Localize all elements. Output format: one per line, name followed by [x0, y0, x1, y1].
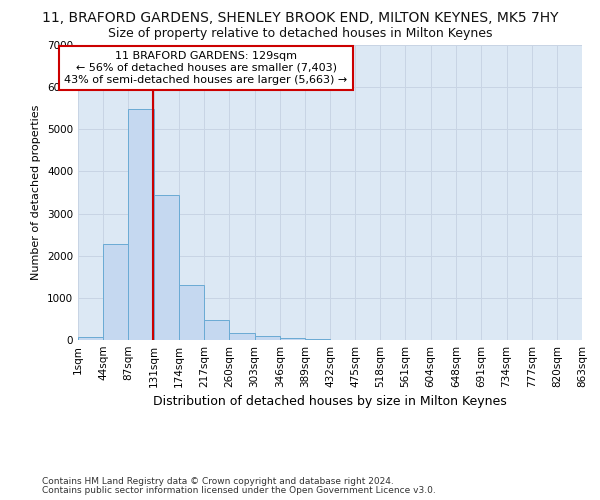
Bar — [128, 109, 154, 340]
Bar — [154, 195, 179, 340]
Bar — [229, 334, 254, 340]
X-axis label: Distribution of detached houses by size in Milton Keynes: Distribution of detached houses by size … — [153, 396, 507, 408]
Bar — [179, 285, 204, 340]
Text: 11 BRAFORD GARDENS: 129sqm
← 56% of detached houses are smaller (7,403)
43% of s: 11 BRAFORD GARDENS: 129sqm ← 56% of deta… — [64, 52, 347, 84]
Bar — [204, 320, 229, 340]
Bar — [254, 336, 280, 340]
Bar — [103, 244, 128, 340]
Bar — [78, 337, 103, 340]
Text: Contains HM Land Registry data © Crown copyright and database right 2024.: Contains HM Land Registry data © Crown c… — [42, 477, 394, 486]
Text: 11, BRAFORD GARDENS, SHENLEY BROOK END, MILTON KEYNES, MK5 7HY: 11, BRAFORD GARDENS, SHENLEY BROOK END, … — [42, 11, 558, 25]
Text: Contains public sector information licensed under the Open Government Licence v3: Contains public sector information licen… — [42, 486, 436, 495]
Bar — [305, 338, 330, 340]
Y-axis label: Number of detached properties: Number of detached properties — [31, 105, 41, 280]
Bar — [280, 338, 305, 340]
Text: Size of property relative to detached houses in Milton Keynes: Size of property relative to detached ho… — [108, 28, 492, 40]
